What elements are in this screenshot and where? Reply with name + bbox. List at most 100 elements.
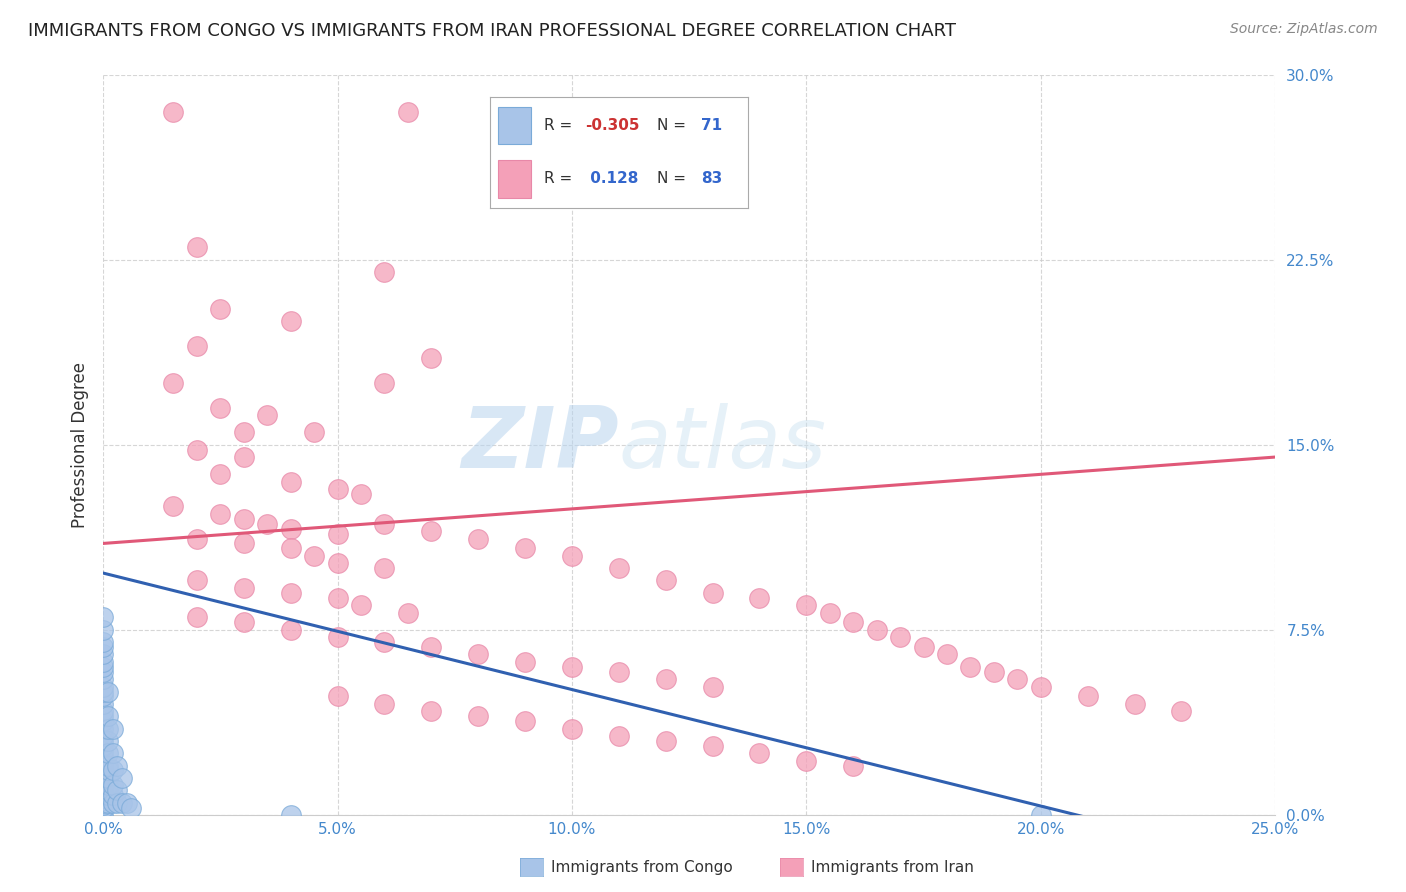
Point (91, 734, 114, 748)
Point (91, 800, 114, 814)
Point (101, 778, 124, 792)
Text: atlas: atlas (619, 403, 827, 486)
Point (256, 408, 278, 422)
Point (101, 722, 124, 736)
Point (373, 697, 395, 711)
Point (91, 722, 114, 736)
Point (91, 768, 114, 782)
Point (373, 265, 395, 279)
Point (97, 771, 120, 785)
Point (702, 739, 724, 753)
Point (748, 746, 770, 760)
Point (91, 776, 114, 790)
Point (513, 541, 536, 556)
Point (373, 561, 395, 575)
Point (101, 746, 124, 760)
Point (186, 532, 208, 546)
Point (186, 610, 208, 624)
Point (280, 314, 302, 328)
Point (209, 401, 232, 415)
Point (91, 783, 114, 797)
Point (91, 640, 114, 654)
Point (842, 758, 865, 772)
Point (467, 709, 489, 723)
Point (91, 761, 114, 775)
Point (420, 524, 443, 538)
Point (162, 500, 184, 514)
Text: IMMIGRANTS FROM CONGO VS IMMIGRANTS FROM IRAN PROFESSIONAL DEGREE CORRELATION CH: IMMIGRANTS FROM CONGO VS IMMIGRANTS FROM… (28, 22, 956, 40)
Point (326, 482, 349, 496)
Point (91, 623, 114, 637)
Point (373, 516, 395, 531)
Point (654, 734, 676, 748)
Point (91, 793, 114, 807)
Text: ZIP: ZIP (461, 403, 619, 486)
Point (91, 610, 114, 624)
Point (326, 526, 349, 541)
Point (561, 660, 583, 674)
Point (186, 442, 208, 457)
Point (91, 790, 114, 805)
Point (91, 756, 114, 770)
Point (654, 574, 676, 588)
Point (232, 512, 254, 526)
Point (186, 574, 208, 588)
Point (280, 623, 302, 637)
Point (91, 729, 114, 743)
Point (91, 748, 114, 763)
Point (101, 788, 124, 802)
Point (111, 796, 134, 810)
Point (256, 516, 278, 531)
Point (209, 301, 232, 316)
Point (91, 690, 114, 704)
Point (654, 672, 676, 686)
Point (748, 591, 770, 605)
Point (91, 660, 114, 674)
Point (91, 803, 114, 817)
Point (326, 591, 349, 605)
Point (91, 788, 114, 802)
Point (91, 655, 114, 669)
Point (91, 780, 114, 795)
Point (105, 758, 128, 772)
Point (91, 754, 114, 768)
Point (326, 690, 349, 704)
Point (97, 722, 120, 736)
Point (302, 549, 325, 563)
Point (105, 783, 128, 797)
Point (794, 754, 817, 768)
Point (1029, 680, 1052, 694)
Point (350, 598, 373, 612)
Point (467, 532, 489, 546)
Point (111, 771, 134, 785)
Point (1077, 690, 1099, 704)
Point (186, 339, 208, 353)
Point (91, 739, 114, 753)
Point (326, 556, 349, 570)
Point (91, 773, 114, 788)
Point (326, 630, 349, 644)
Point (209, 507, 232, 521)
Point (607, 729, 630, 743)
Point (350, 487, 373, 501)
Point (818, 606, 841, 620)
Point (467, 648, 489, 662)
Point (373, 376, 395, 390)
Point (91, 798, 114, 813)
Point (97, 746, 120, 760)
Point (162, 104, 184, 119)
Point (186, 240, 208, 254)
Point (1123, 697, 1146, 711)
Point (97, 709, 120, 723)
Text: Source: ZipAtlas.com: Source: ZipAtlas.com (1230, 22, 1378, 37)
Point (1007, 672, 1029, 686)
Y-axis label: Professional Degree: Professional Degree (72, 362, 89, 528)
Point (232, 536, 254, 550)
Point (91, 796, 114, 810)
Point (842, 615, 865, 630)
Point (1029, 808, 1052, 822)
Point (561, 722, 583, 736)
Point (396, 104, 419, 119)
Point (101, 764, 124, 778)
Point (794, 598, 817, 612)
